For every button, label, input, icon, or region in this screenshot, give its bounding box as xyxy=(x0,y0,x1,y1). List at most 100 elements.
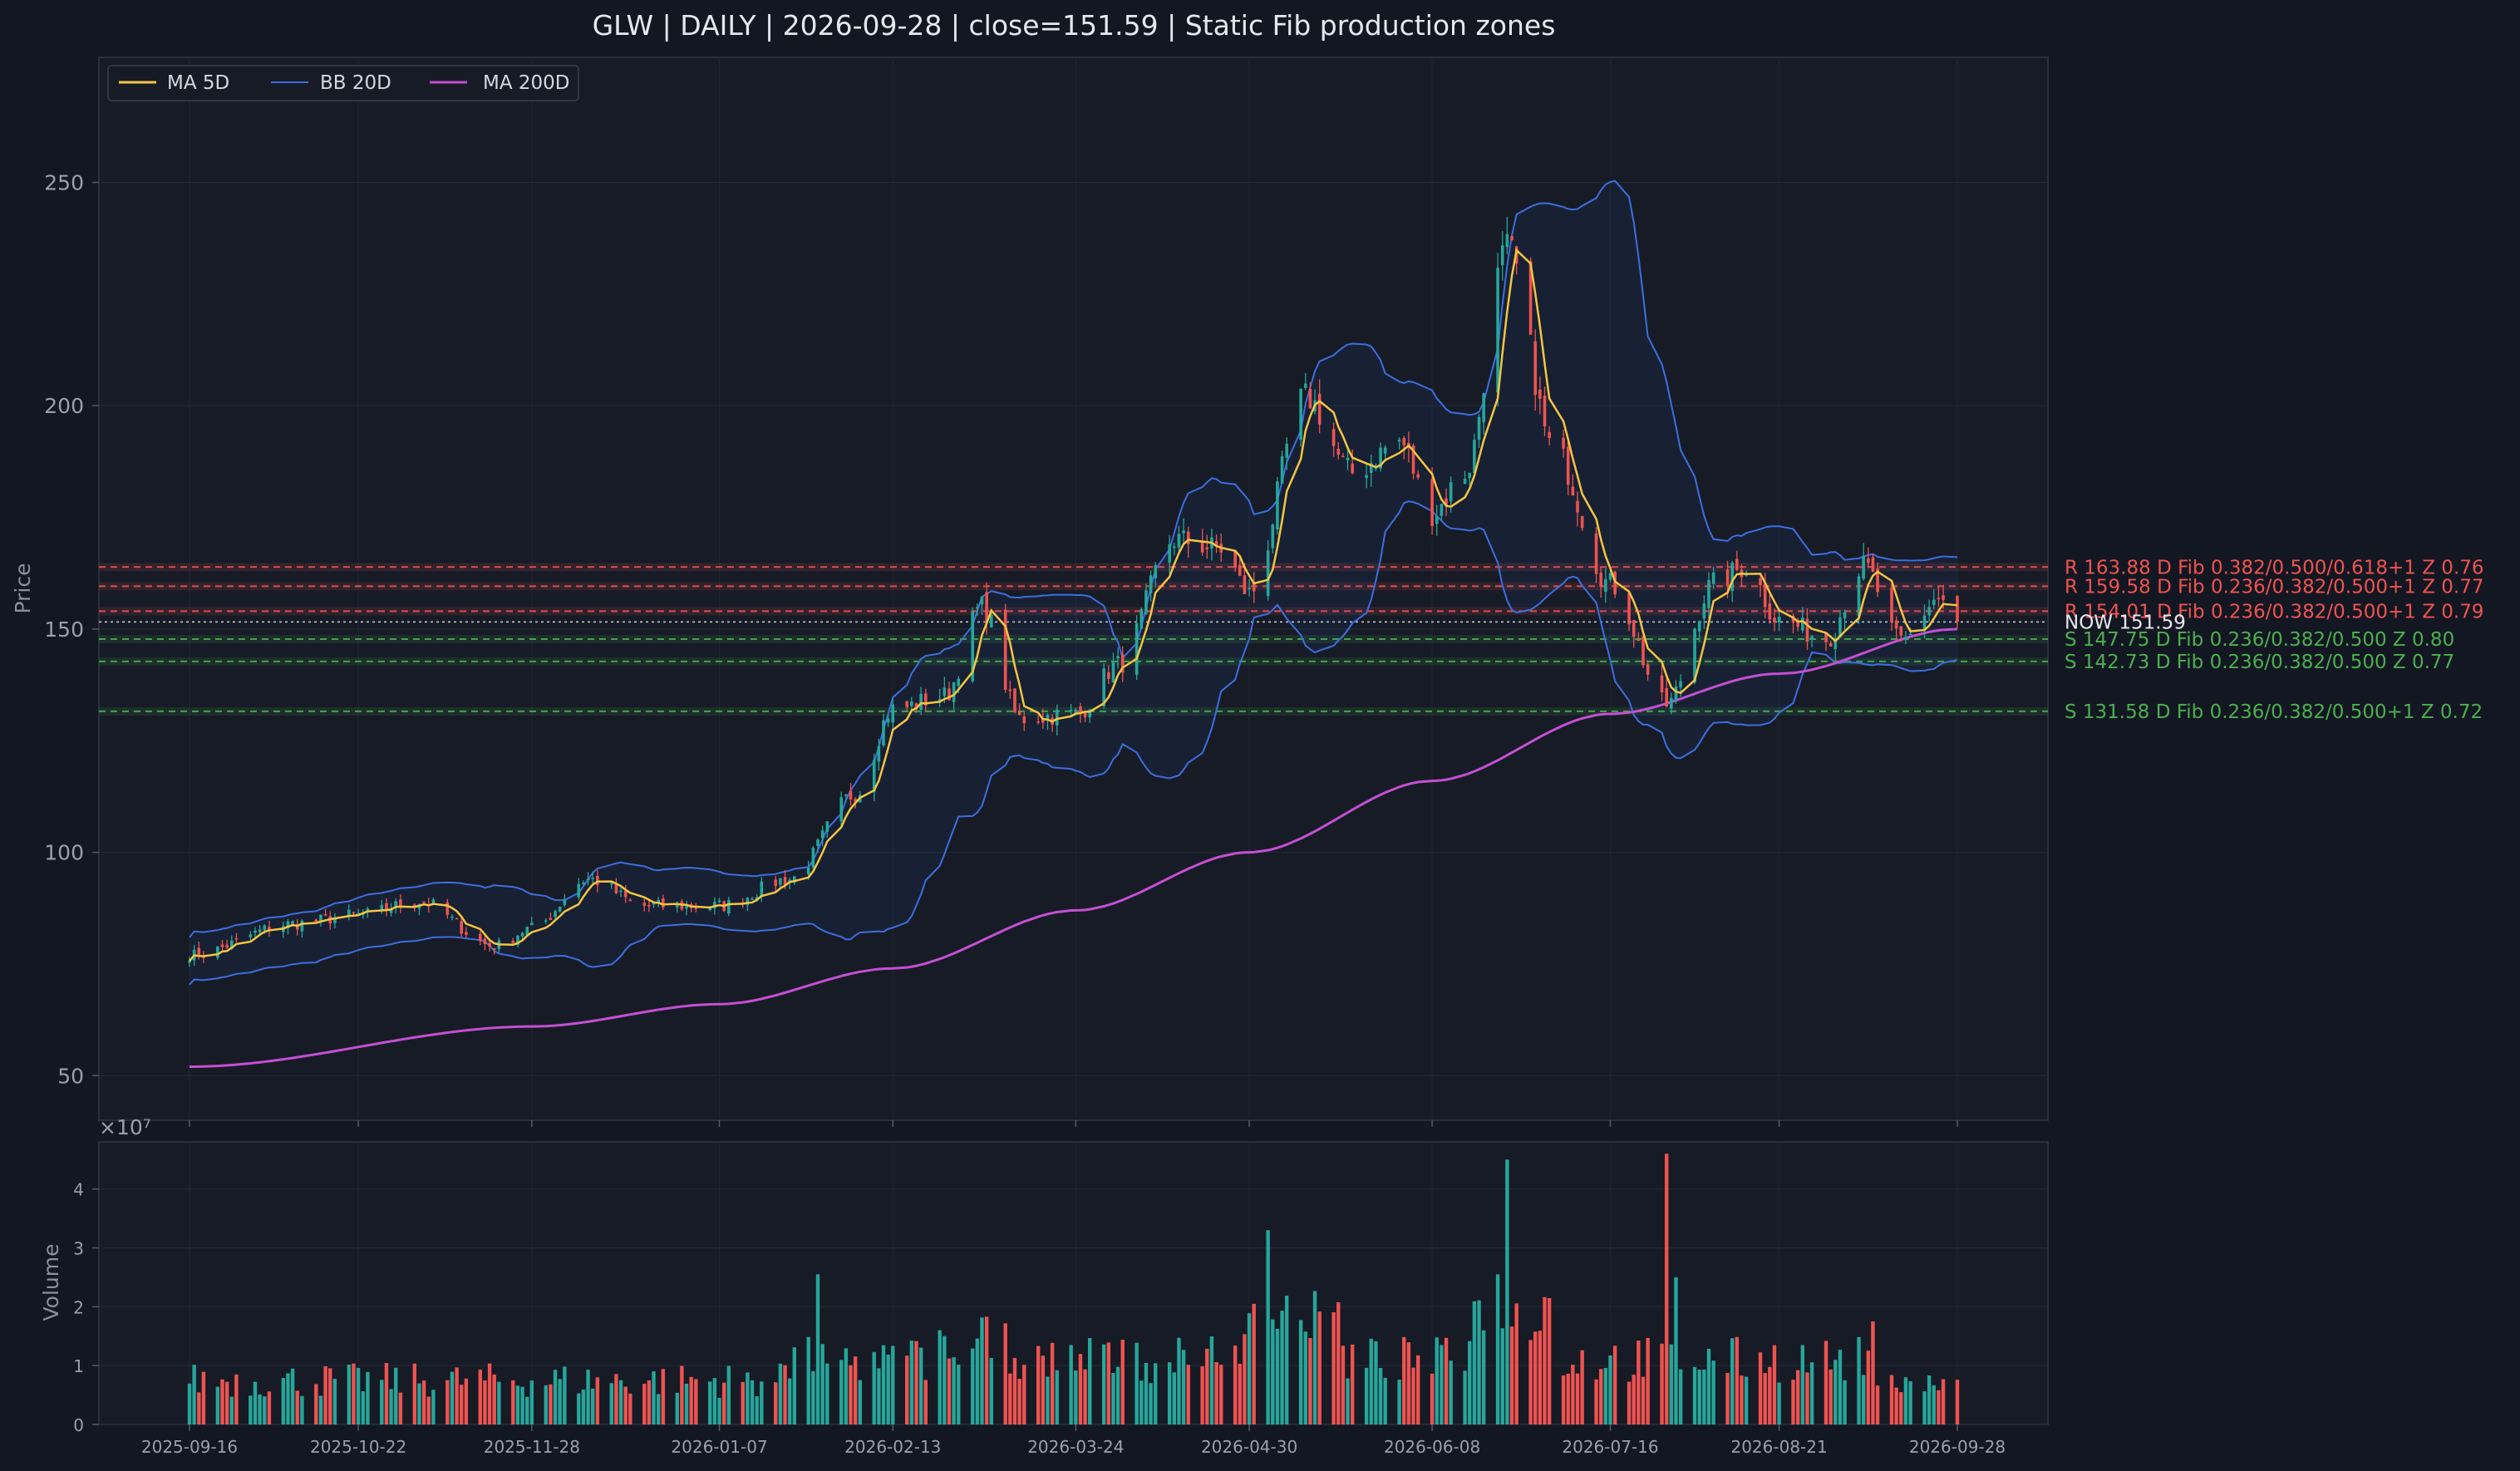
candle-body xyxy=(220,944,224,947)
candle-body xyxy=(1768,603,1772,620)
candle-body xyxy=(779,878,782,885)
candle-body xyxy=(1271,524,1275,549)
candle-body xyxy=(516,935,519,946)
volume-bar xyxy=(187,1383,192,1424)
volume-bar xyxy=(1341,1346,1346,1424)
price-tick-label: 150 xyxy=(44,617,84,642)
zone-label: S 131.58 D Fib 0.236/0.382/0.500+1 Z 0.7… xyxy=(2065,701,2483,723)
volume-tick-label: 2 xyxy=(73,1297,84,1317)
candle-body xyxy=(1365,475,1368,479)
volume-bar xyxy=(1528,1340,1533,1424)
candle-body xyxy=(1857,576,1861,617)
volume-bar xyxy=(1350,1344,1355,1424)
volume-bar xyxy=(286,1373,290,1424)
candle-body xyxy=(938,699,942,702)
candle-body xyxy=(431,899,436,904)
candle-body xyxy=(957,678,961,686)
candle-body xyxy=(839,797,844,822)
legend-label-bb20: BB 20D xyxy=(320,72,391,94)
candle-body xyxy=(1725,569,1730,587)
volume-bar xyxy=(1415,1355,1420,1424)
candle-body xyxy=(286,921,290,928)
volume-bar xyxy=(1374,1341,1378,1424)
volume-bar xyxy=(1575,1373,1580,1424)
volume-scale-label: ×10⁷ xyxy=(99,1115,151,1139)
x-tick-label: 2026-01-07 xyxy=(671,1437,767,1457)
bollinger-upper xyxy=(189,180,1958,938)
volume-bar xyxy=(1594,1379,1598,1424)
volume-bar xyxy=(563,1366,567,1424)
candle-body xyxy=(333,917,337,923)
volume-bar xyxy=(1336,1301,1341,1424)
candle-body xyxy=(1036,721,1040,723)
volume-bar xyxy=(980,1317,984,1424)
volume-bar xyxy=(1665,1154,1669,1424)
volume-bar xyxy=(389,1389,393,1424)
candle-body xyxy=(1942,595,1945,600)
volume-bar xyxy=(1758,1352,1763,1424)
candle-body xyxy=(1477,416,1481,440)
volume-bar xyxy=(511,1380,515,1424)
candle-body xyxy=(347,909,351,917)
volume-bar xyxy=(652,1371,656,1424)
volume-bar xyxy=(886,1354,890,1424)
volume-bar xyxy=(234,1374,239,1424)
volume-bar xyxy=(1317,1311,1322,1424)
volume-bar xyxy=(877,1368,881,1424)
candle-body xyxy=(1046,715,1050,721)
volume-bar xyxy=(1247,1313,1252,1424)
volume-bar xyxy=(1266,1230,1270,1424)
candle-body xyxy=(1468,472,1472,479)
volume-bar xyxy=(450,1371,455,1424)
candle-body xyxy=(1088,709,1092,718)
candle-body xyxy=(1899,626,1903,636)
candle-body xyxy=(1383,447,1387,454)
volume-bar xyxy=(1186,1365,1190,1424)
volume-bar xyxy=(689,1376,693,1424)
volume-bar xyxy=(398,1392,403,1424)
ma200-line xyxy=(189,627,1958,1069)
volume-bar xyxy=(1805,1372,1809,1424)
volume-bar xyxy=(1115,1366,1120,1424)
candle-body xyxy=(882,720,885,746)
volume-bar xyxy=(366,1371,370,1424)
candle-body xyxy=(422,901,426,903)
volume-bar xyxy=(1303,1331,1307,1424)
zones xyxy=(99,563,2048,716)
volume-bar xyxy=(614,1374,618,1424)
volume-bar xyxy=(849,1365,853,1424)
volume-bar xyxy=(356,1367,361,1424)
volume-bar xyxy=(553,1370,558,1424)
volume-bar xyxy=(478,1370,482,1424)
volume-bar xyxy=(258,1394,262,1424)
candle-body xyxy=(783,877,787,885)
candle-body xyxy=(760,881,764,897)
candle-body xyxy=(872,760,876,793)
volume-bar xyxy=(361,1391,365,1424)
volume-bar xyxy=(712,1378,717,1424)
candle-body xyxy=(445,902,450,915)
x-tick-label: 2025-10-22 xyxy=(310,1437,406,1457)
volume-bar xyxy=(1209,1336,1214,1424)
candle-body xyxy=(1473,440,1476,473)
candle-body xyxy=(1533,341,1538,396)
candle-body xyxy=(596,876,599,885)
volume-bar xyxy=(1468,1341,1472,1424)
volume-bar xyxy=(778,1363,783,1424)
candle-body xyxy=(1500,245,1504,266)
volume-bar xyxy=(497,1381,501,1424)
candle-body xyxy=(1777,616,1781,622)
candle-body xyxy=(1449,482,1453,502)
x-tick-label: 2025-11-28 xyxy=(484,1437,580,1457)
volume-bar xyxy=(1214,1362,1218,1424)
volume-bar xyxy=(1280,1311,1284,1424)
volume-bar xyxy=(431,1390,436,1424)
candle-body xyxy=(985,592,988,623)
volume-bar xyxy=(492,1374,496,1424)
volume-bar xyxy=(1177,1337,1181,1424)
candle-body xyxy=(460,921,464,934)
candle-body xyxy=(1463,479,1467,485)
candle-body xyxy=(1107,672,1110,680)
volume-bar xyxy=(1889,1375,1894,1424)
